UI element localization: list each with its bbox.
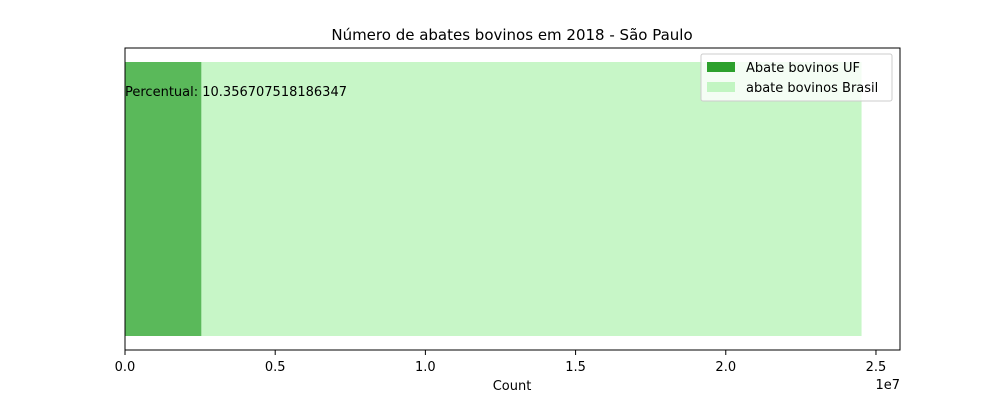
x-tick-label: 1.5 (565, 360, 586, 375)
x-axis-ticks: 0.0 0.5 1.0 1.5 2.0 2.5 (115, 350, 887, 375)
legend-label-abate-bovinos-brasil: abate bovinos Brasil (746, 81, 878, 96)
x-axis-label: Count (493, 379, 532, 394)
x-tick-label: 2.0 (715, 360, 736, 375)
percent-annotation: Percentual: 10.356707518186347 (125, 85, 347, 100)
x-axis-offset-label: 1e7 (875, 378, 900, 393)
legend-frame (700, 53, 893, 102)
legend: Abate bovinos UF abate bovinos Brasil (700, 53, 893, 102)
bars-group (125, 62, 862, 336)
bar-abate-bovinos-uf (125, 62, 202, 336)
x-tick-label: 1.0 (415, 360, 436, 375)
x-tick-label: 0.0 (115, 360, 136, 375)
bar-abate-bovinos-brasil (125, 62, 862, 336)
plot-frame (124, 47, 901, 351)
chart-title: Número de abates bovinos em 2018 - São P… (331, 26, 692, 44)
legend-label-abate-bovinos-uf: Abate bovinos UF (746, 61, 860, 76)
legend-swatch-abate-bovinos-brasil (707, 82, 735, 92)
x-tick-label: 0.5 (265, 360, 286, 375)
x-tick-label: 2.5 (866, 360, 887, 375)
legend-swatch-abate-bovinos-uf (707, 62, 735, 72)
